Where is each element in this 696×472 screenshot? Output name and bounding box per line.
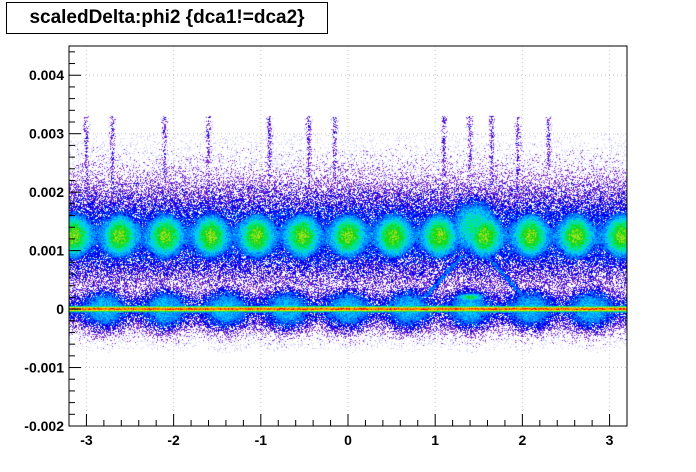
heatmap-cells — [69, 46, 627, 426]
x-tick-label: -1 — [255, 432, 268, 448]
y-tick-label: 0.002 — [29, 184, 64, 200]
x-tick-label: 0 — [344, 432, 352, 448]
y-tick-label: -0.002 — [24, 418, 64, 434]
x-tick-label: 3 — [606, 432, 614, 448]
y-tick-label: 0 — [56, 301, 64, 317]
y-tick-label: 0.003 — [29, 126, 64, 142]
x-tick-label: 1 — [431, 432, 439, 448]
y-tick-label: -0.001 — [24, 360, 64, 376]
axes: -3 -2 -1 0 1 2 3 -0.002 -0.001 0 0.001 0.002 0.003 0.… — [24, 51, 628, 448]
y-tick-label: 0.001 — [29, 243, 64, 259]
x-tick-label: -2 — [167, 432, 180, 448]
x-tick-label: 2 — [518, 432, 526, 448]
chart-title: scaledDelta:phi2 {dca1!=dca2} — [29, 7, 305, 28]
y-tick-label: 0.004 — [29, 67, 64, 83]
chart-title-box: scaledDelta:phi2 {dca1!=dca2} — [6, 2, 328, 34]
x-tick-label: -3 — [80, 432, 93, 448]
